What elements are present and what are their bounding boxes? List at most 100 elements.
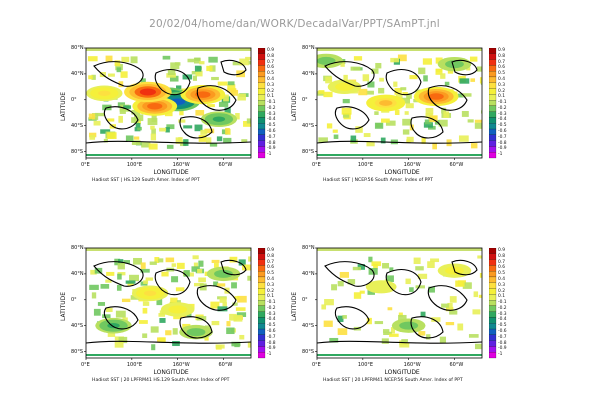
correlation-cell	[366, 317, 372, 325]
colorbar-swatch	[258, 328, 266, 335]
correlation-cell	[121, 298, 131, 303]
correlation-cell	[402, 118, 412, 126]
map-panel-top-right: 80°N 40°N 0° 40°S 80°S 0°E 100°E 160°W 60°W LATIT…	[289, 45, 579, 195]
correlation-patch	[448, 61, 461, 67]
x-tick-label: 0°E	[81, 362, 90, 368]
contour-line	[451, 59, 478, 76]
contour-line	[93, 261, 144, 287]
colorbar-label: -0.5	[498, 123, 507, 129]
correlation-cell	[362, 74, 370, 82]
plot-frame	[316, 47, 483, 159]
page-title: 20/02/04/home/dan/WORK/DecadalVar/PPT/SA…	[149, 18, 440, 30]
correlation-cell	[398, 314, 407, 321]
colorbar-label: 0.2	[498, 288, 505, 294]
correlation-cell	[206, 104, 215, 108]
correlation-cell	[473, 291, 479, 298]
panel-caption: Hadisst SST | NCEP.56 South Amer. Index …	[323, 178, 433, 183]
colorbar-swatch	[258, 152, 266, 159]
correlation-cell	[353, 56, 363, 61]
correlation-cell	[445, 322, 455, 326]
correlation-cell	[399, 342, 410, 348]
correlation-cell	[232, 302, 238, 306]
colorbar-label: -0.3	[498, 311, 507, 317]
colorbar-label: 0.8	[267, 253, 274, 259]
correlation-cell	[149, 261, 157, 265]
colorbar-swatch	[489, 152, 497, 159]
contour-line	[196, 285, 237, 311]
polar-band	[317, 154, 482, 156]
colorbar-label: 0.9	[498, 248, 505, 253]
colorbar-label: 0.4	[267, 76, 274, 82]
correlation-cell	[103, 138, 108, 143]
correlation-cell	[172, 341, 180, 347]
correlation-cell	[217, 283, 226, 287]
correlation-cell	[395, 93, 403, 99]
colorbar-label: 0.8	[498, 53, 505, 59]
correlation-cell	[461, 93, 472, 97]
y-tick-label: 80°N	[302, 245, 315, 251]
colorbar-swatch	[258, 323, 266, 330]
correlation-cell	[418, 331, 426, 336]
correlation-cell	[477, 255, 482, 259]
correlation-cell	[479, 272, 482, 278]
colorbar-label: -0.2	[267, 305, 276, 311]
correlation-cell	[428, 125, 436, 130]
correlation-cell	[342, 98, 350, 104]
correlation-cell	[231, 282, 237, 289]
correlation-cell	[424, 119, 432, 125]
correlation-cell	[481, 107, 482, 114]
correlation-cell	[355, 126, 363, 133]
correlation-cell	[169, 75, 179, 82]
contour-line	[334, 106, 370, 130]
y-tick-label: 80°S	[71, 348, 84, 355]
colorbar-swatch	[258, 105, 266, 112]
correlation-cell	[106, 271, 115, 276]
correlation-cell	[179, 110, 184, 116]
correlation-cell	[115, 63, 123, 71]
correlation-cell	[93, 308, 101, 316]
correlation-cell	[367, 81, 375, 88]
correlation-cell	[167, 69, 176, 76]
correlation-cell	[472, 309, 481, 315]
correlation-cell	[423, 75, 428, 82]
correlation-cell	[401, 339, 409, 343]
correlation-cell	[457, 323, 464, 331]
correlation-cell	[379, 77, 384, 82]
correlation-cell	[226, 327, 235, 335]
colorbar-label: 0.7	[498, 59, 505, 65]
map-panel-top-left: 80°N 40°N 0° 40°S 80°S 0°E 100°E 160°W 60°W LATIT…	[58, 45, 348, 195]
colorbar-label: -0.4	[267, 317, 276, 323]
colorbar-swatch	[258, 311, 266, 318]
correlation-cell	[247, 275, 251, 281]
y-tick-label: 0°	[71, 96, 77, 103]
correlation-cell	[329, 337, 339, 343]
correlation-cell	[209, 65, 216, 72]
colorbar-swatch	[258, 53, 266, 60]
correlation-cell	[234, 296, 240, 300]
panel-caption: Hadisst SST | HS.129 South Amer. Index o…	[92, 178, 200, 183]
correlation-cell	[389, 267, 394, 272]
x-tick-label: 100°E	[357, 362, 374, 368]
colorbar-label: 0.6	[267, 265, 274, 271]
colorbar-swatch	[489, 76, 497, 83]
contour-line	[324, 61, 375, 87]
correlation-patch	[171, 307, 184, 312]
correlation-cell	[91, 74, 96, 80]
correlation-cell	[427, 261, 435, 268]
colorbar-swatch	[258, 117, 266, 124]
polar-band	[86, 248, 251, 251]
correlation-cell	[457, 93, 464, 98]
correlation-cell	[165, 257, 175, 263]
colorbar-label: 0.2	[267, 88, 274, 94]
correlation-cell	[374, 111, 379, 115]
correlation-cell	[215, 344, 225, 349]
correlation-cell	[325, 76, 333, 84]
correlation-cell	[223, 137, 232, 144]
colorbar-swatch	[258, 288, 266, 295]
colorbar-swatch	[258, 265, 266, 272]
correlation-cell	[455, 280, 465, 287]
colorbar-label: 0.3	[498, 282, 505, 288]
correlation-cell	[341, 107, 352, 115]
correlation-cell	[131, 140, 141, 145]
correlation-cell	[430, 258, 440, 263]
